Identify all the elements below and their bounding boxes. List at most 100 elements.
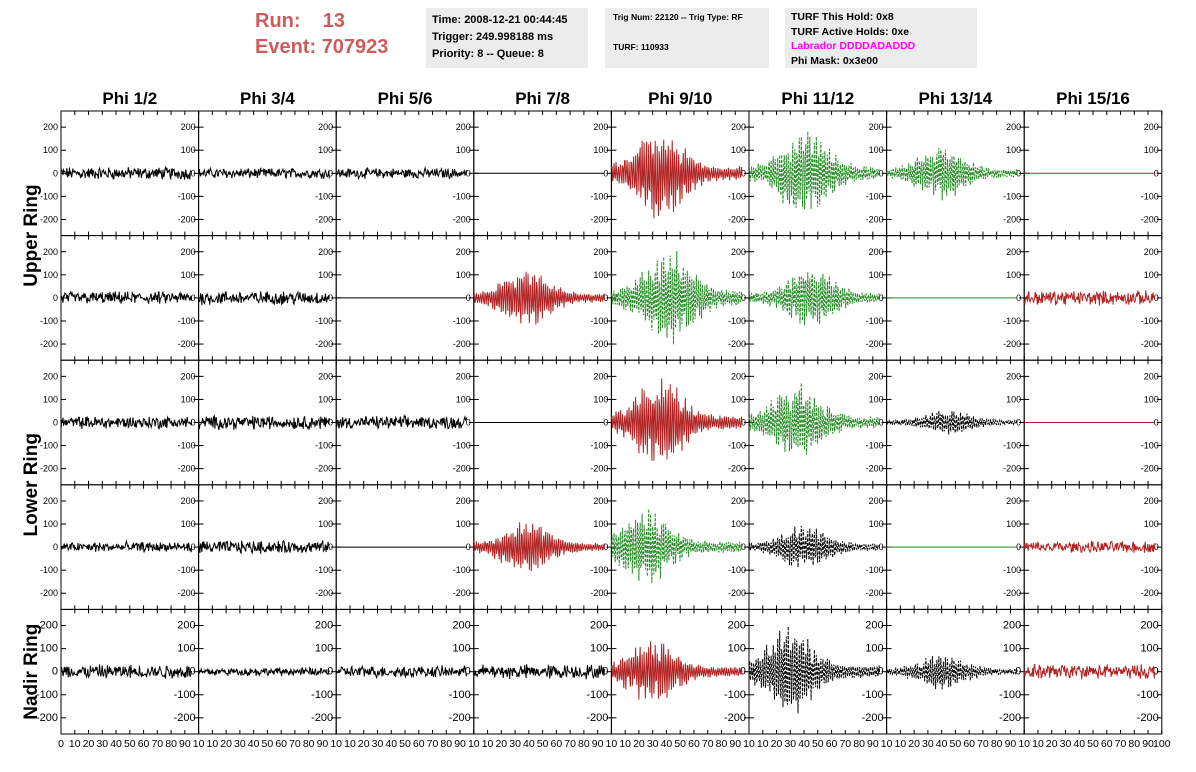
y-tick-label: 0	[603, 293, 608, 303]
y-tick-label: -200	[174, 712, 196, 724]
y-tick-label: -200	[40, 588, 58, 598]
x-tick-label: 80	[165, 738, 177, 750]
x-tick-label: 90	[179, 738, 191, 750]
x-tick-label: 80	[853, 738, 865, 750]
y-tick-label: -200	[1003, 464, 1021, 474]
y-tick-label: -200	[866, 214, 884, 224]
x-tick-label: 30	[372, 738, 384, 750]
y-tick-label: 100	[1144, 270, 1159, 280]
y-tick-label: 0	[740, 666, 746, 678]
x-tick-label: 50	[674, 738, 686, 750]
y-tick-label: 200	[318, 496, 333, 506]
y-tick-label: 100	[1144, 394, 1159, 404]
column-header-4: Phi 7/8	[515, 89, 570, 108]
x-tick-label: 40	[1073, 738, 1085, 750]
x-tick-label: 30	[1060, 738, 1072, 750]
y-tick-label: 200	[43, 247, 58, 257]
y-tick-label: 200	[869, 371, 884, 381]
y-tick-label: 0	[603, 418, 608, 428]
x-tick-label: 90	[592, 738, 604, 750]
y-tick-label: -100	[1141, 316, 1159, 326]
y-tick-label: 100	[1144, 519, 1159, 529]
y-tick-label: 0	[1016, 168, 1021, 178]
waveform-trace	[60, 165, 192, 181]
y-tick-label: 100	[593, 145, 608, 155]
y-tick-label: 100	[318, 394, 333, 404]
y-tick-label: -100	[311, 689, 333, 701]
x-tick-label: 10	[606, 738, 618, 750]
y-tick-label: -200	[866, 588, 884, 598]
x-tick-label: 80	[1128, 738, 1140, 750]
y-tick-label: 100	[869, 519, 884, 529]
y-tick-label: 200	[456, 496, 471, 506]
run-line: Run: 13	[255, 8, 388, 34]
x-tick-label: 60	[688, 738, 700, 750]
turf-hold-text: TURF This Hold: 0x8	[791, 11, 894, 23]
y-tick-label: 100	[181, 394, 196, 404]
y-tick-label: 0	[189, 666, 195, 678]
y-tick-label: -100	[862, 689, 884, 701]
x-tick-label: 50	[399, 738, 411, 750]
y-tick-label: -100	[178, 441, 196, 451]
waveform-trace	[473, 522, 605, 572]
y-tick-label: -100	[1003, 441, 1021, 451]
y-tick-label: 100	[177, 643, 195, 655]
y-tick-label: 100	[590, 643, 608, 655]
y-tick-label: 0	[741, 293, 746, 303]
y-tick-label: 100	[731, 394, 746, 404]
y-tick-label: -100	[453, 316, 471, 326]
y-tick-label: -200	[590, 214, 608, 224]
y-tick-label: -100	[866, 565, 884, 575]
row-label-1: Upper Ring	[21, 184, 42, 286]
y-tick-label: -100	[449, 689, 471, 701]
waveform-trace	[473, 271, 605, 325]
y-tick-label: 0	[191, 542, 196, 552]
y-tick-label: 0	[1016, 293, 1021, 303]
row-label-2: Lower Ring	[21, 433, 42, 536]
column-header-8: Phi 15/16	[1056, 89, 1130, 108]
x-tick-label: 10	[1018, 738, 1030, 750]
y-tick-label: -200	[1137, 712, 1159, 724]
y-tick-label: -200	[1003, 214, 1021, 224]
x-tick-label: 80	[578, 738, 590, 750]
y-tick-label: 200	[869, 122, 884, 132]
y-tick-label: 100	[1144, 145, 1159, 155]
column-header-3: Phi 5/6	[378, 89, 433, 108]
x-tick-label: 60	[138, 738, 150, 750]
waveform-trace	[198, 666, 330, 677]
y-tick-label: -200	[1141, 339, 1159, 349]
y-tick-label: 0	[328, 293, 333, 303]
y-tick-label: 0	[53, 293, 58, 303]
y-tick-label: -100	[866, 316, 884, 326]
waveform-trace	[335, 165, 468, 181]
y-tick-label: 100	[181, 519, 196, 529]
y-tick-label: 200	[318, 371, 333, 381]
x-tick-label: 40	[523, 738, 535, 750]
y-tick-label: -100	[1003, 316, 1021, 326]
y-tick-label: -200	[449, 712, 471, 724]
x-tick-label: 30	[234, 738, 246, 750]
y-tick-label: 0	[466, 168, 471, 178]
y-tick-label: 100	[456, 394, 471, 404]
x-tick-label: 20	[1046, 738, 1058, 750]
y-tick-label: -200	[590, 464, 608, 474]
x-tick-label: 50	[262, 738, 274, 750]
x-tick-label: 60	[413, 738, 425, 750]
x-tick-label: 80	[991, 738, 1003, 750]
x-tick-label: 80	[440, 738, 452, 750]
y-tick-label: -100	[1141, 191, 1159, 201]
x-tick-label: 30	[509, 738, 521, 750]
y-tick-label: -100	[1141, 441, 1159, 451]
y-tick-label: 0	[1154, 418, 1159, 428]
y-tick-label: -100	[866, 191, 884, 201]
y-tick-label: -200	[866, 464, 884, 474]
x-tick-label: 70	[427, 738, 439, 750]
x-tick-label: 20	[83, 738, 95, 750]
x-tick-label: 20	[495, 738, 507, 750]
x-tick-label: 90	[867, 738, 879, 750]
x-tick-label: 50	[124, 738, 136, 750]
y-tick-label: 200	[1006, 496, 1021, 506]
waveform-trace	[198, 166, 330, 180]
y-tick-label: 100	[593, 394, 608, 404]
